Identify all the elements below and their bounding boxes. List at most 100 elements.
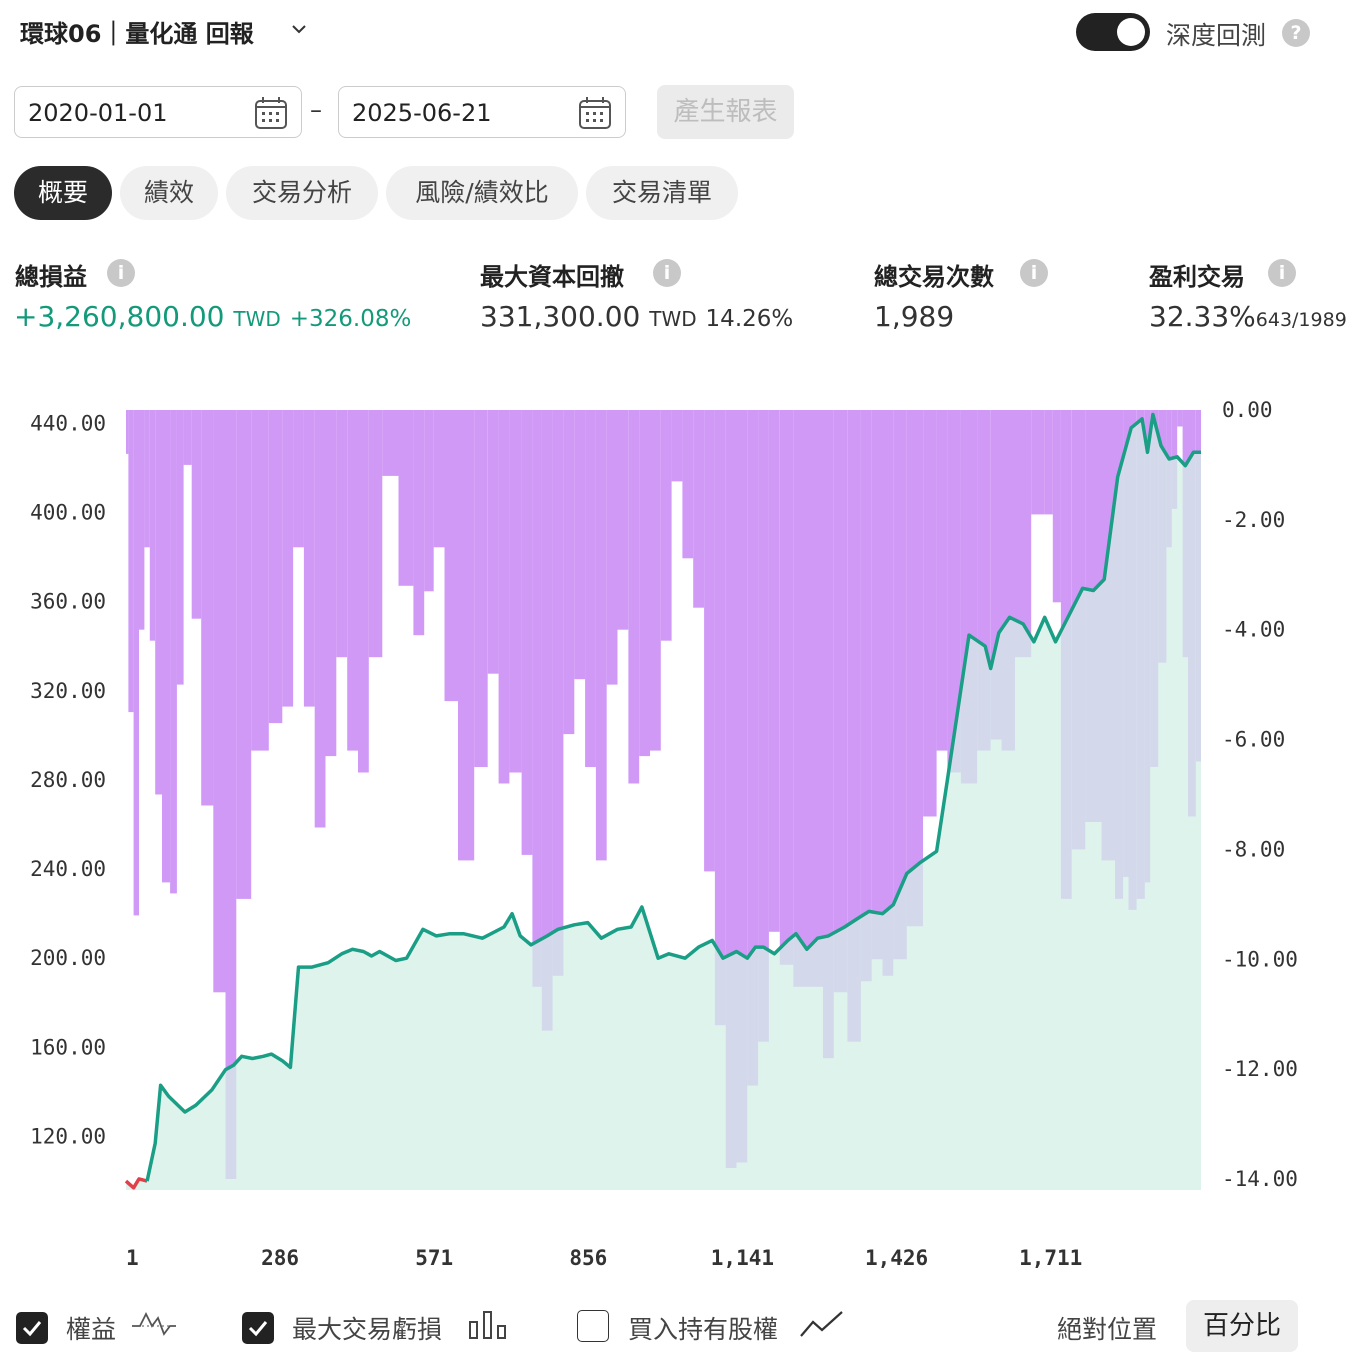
strategy-title[interactable]: 環球06｜量化通 回報 [20,20,254,48]
tab-risk-ratio[interactable]: 風險/績效比 [386,166,578,220]
calendar-icon[interactable] [577,95,613,131]
drawdown-bar [170,410,177,894]
equity-line [145,412,1201,1182]
deep-backtest-label: 深度回測 [1166,21,1267,50]
buy-hold-legend-label: 買入持有股權 [628,1315,779,1344]
y-right-tick-label: -12.00 [1222,1057,1298,1081]
start-date-field[interactable]: 2020-01-01 [14,86,302,138]
drawdown-bar [595,410,607,861]
y-right-tick-label: -2.00 [1222,508,1285,532]
drawdown-bar [433,410,445,548]
end-date-field[interactable]: 2025-06-21 [338,86,626,138]
drawdown-bar [368,410,383,658]
drawdown-bar [382,410,399,476]
drawdown-bar [660,410,672,641]
drawdown-bar [314,410,326,828]
y-left-tick-label: 400.00 [30,501,106,525]
drawdown-bar [1031,410,1045,515]
tab-overview[interactable]: 概要 [14,166,112,220]
drawdown-bar [498,410,510,784]
tab-trade-analysis[interactable]: 交易分析 [226,166,378,220]
generate-report-button[interactable]: 產生報表 [657,85,794,139]
drawdown-bar [833,410,848,993]
drawdown-bar [191,410,202,619]
drawdown-bar [779,410,794,965]
right-axis: 0.00 -2.00 -4.00 -6.00 -8.00 -10.00 -12.00 -14.… [1222,398,1298,1191]
chevron-down-icon[interactable] [288,18,310,40]
left-axis: 440.00 400.00 360.00 320.00 280.00 240.00 200.… [30,411,106,1148]
drawdown-bar [1177,410,1183,427]
buy-hold-checkbox[interactable] [577,1310,609,1342]
drawdown-bar [736,410,748,1163]
y-right-tick-label: -4.00 [1222,618,1285,642]
drawdown-bar [336,410,348,658]
drawdown-bar [923,410,937,817]
drawdown-bar [532,410,542,987]
info-icon[interactable]: i [107,259,135,287]
drawdown-bar [424,410,434,592]
drawdown-bar [458,410,475,861]
max-trade-loss-legend-label: 最大交易虧損 [292,1315,443,1344]
percent-scale-button[interactable]: 百分比 [1186,1300,1298,1352]
x-tick-label: 1,711 [1019,1246,1082,1270]
total-trades-label: 總交易次數 [874,263,994,291]
drawdown-bar [671,410,683,482]
y-left-tick-label: 440.00 [30,411,106,435]
drawdown-bar [793,410,810,987]
equity-line-icon [132,1311,176,1336]
profitable-trades-value: 32.33%643/1989 [1149,300,1346,333]
profitable-trades-label: 盈利交易 [1149,263,1245,291]
drawdown-bar [162,410,171,883]
drawdown-bar [133,410,139,916]
drawdown-bar [823,410,834,1059]
absolute-scale-button[interactable]: 絕對位置 [1057,1315,1158,1344]
y-left-tick-label: 200.00 [30,946,106,970]
drawdown-bar [225,410,237,1179]
drawdown-bar [682,410,694,559]
max-trade-loss-checkbox[interactable] [242,1312,274,1344]
drawdown-bar [149,410,156,641]
info-icon[interactable]: i [653,259,681,287]
drawdown-bar [541,410,553,1031]
tab-performance[interactable]: 績效 [120,166,218,220]
drawdown-bar [303,410,315,707]
drawdown-bar [725,410,737,1168]
tab-trade-list[interactable]: 交易清單 [586,166,738,220]
drawdown-bar [325,410,337,757]
drawdown-bar [1044,410,1053,515]
equity-chart[interactable]: 440.00 400.00 360.00 320.00 280.00 240.00 200.… [0,395,1346,1275]
y-left-tick-label: 280.00 [30,768,106,792]
y-right-tick-label: -14.00 [1222,1167,1298,1191]
drawdown-bar [882,410,894,976]
x-axis: 1 286 571 856 1,141 1,426 1,711 [126,1246,1082,1270]
drawdown-bar [606,410,618,685]
drawdown-bar [183,410,192,465]
drawdown-bar [126,410,129,454]
drawdown-bar [628,410,640,784]
drawdown-bar [990,410,1002,740]
drawdown-bar [236,410,252,899]
drawdown-bar [947,410,961,773]
y-left-tick-label: 320.00 [30,679,106,703]
drawdown-bar [585,410,596,767]
line-chart-icon [800,1311,843,1337]
equity-checkbox[interactable] [16,1312,48,1344]
drawdown-bar [347,410,358,751]
drawdown-bar [293,410,304,548]
x-tick-label: 856 [569,1246,607,1270]
info-icon[interactable]: i [1268,259,1296,287]
deep-backtest-toggle[interactable] [1076,13,1150,51]
drawdown-bar [552,410,564,976]
max-drawdown-value: 331,300.00 TWD 14.26% [480,300,794,333]
info-icon[interactable]: i [1020,259,1048,287]
drawdown-bar [871,410,883,960]
net-profit-label: 總損益 [15,263,87,291]
calendar-icon[interactable] [253,95,289,131]
drawdown-bar [358,410,369,773]
help-icon[interactable]: ? [1282,19,1310,47]
drawdown-bar [509,410,522,773]
drawdown-bar [809,410,823,987]
drawdown-bar [847,410,861,1042]
y-left-tick-label: 360.00 [30,590,106,614]
y-left-tick-label: 120.00 [30,1125,106,1149]
